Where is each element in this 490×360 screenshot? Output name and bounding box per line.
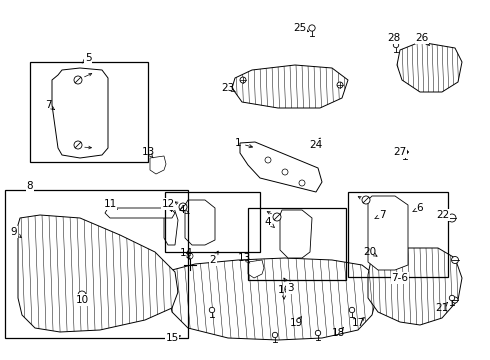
Text: 7: 7 bbox=[45, 100, 51, 110]
Text: 24: 24 bbox=[309, 140, 322, 150]
Circle shape bbox=[187, 253, 193, 259]
Text: 12: 12 bbox=[161, 199, 174, 209]
Text: 8: 8 bbox=[26, 181, 33, 191]
Text: 1: 1 bbox=[235, 138, 241, 148]
Circle shape bbox=[448, 214, 456, 222]
Circle shape bbox=[349, 307, 355, 313]
Text: 11: 11 bbox=[103, 199, 117, 209]
Circle shape bbox=[337, 82, 343, 88]
Text: 4: 4 bbox=[265, 217, 271, 227]
Polygon shape bbox=[368, 196, 408, 270]
Polygon shape bbox=[368, 248, 462, 325]
Polygon shape bbox=[164, 200, 178, 245]
Polygon shape bbox=[248, 260, 264, 278]
Polygon shape bbox=[397, 42, 462, 92]
Text: 26: 26 bbox=[416, 33, 429, 43]
Circle shape bbox=[451, 256, 459, 264]
Text: 13: 13 bbox=[142, 147, 155, 157]
Bar bbox=[30, 62, 148, 162]
Text: 6: 6 bbox=[416, 203, 423, 213]
Circle shape bbox=[309, 25, 315, 31]
Circle shape bbox=[78, 291, 86, 299]
Text: 27: 27 bbox=[393, 147, 407, 157]
Circle shape bbox=[209, 307, 215, 313]
Text: 11: 11 bbox=[103, 199, 117, 209]
Circle shape bbox=[393, 42, 399, 48]
Circle shape bbox=[449, 295, 455, 301]
Polygon shape bbox=[52, 68, 108, 158]
Text: 3: 3 bbox=[287, 283, 294, 293]
Text: 9: 9 bbox=[11, 227, 17, 237]
Circle shape bbox=[240, 77, 246, 83]
Text: 8: 8 bbox=[26, 180, 33, 190]
Text: 14: 14 bbox=[179, 248, 193, 258]
Polygon shape bbox=[18, 215, 178, 332]
Text: 15: 15 bbox=[166, 333, 179, 343]
Text: 24: 24 bbox=[309, 140, 322, 150]
Polygon shape bbox=[168, 258, 378, 340]
Circle shape bbox=[273, 213, 281, 221]
Circle shape bbox=[265, 157, 271, 163]
Text: 5: 5 bbox=[85, 53, 91, 63]
Circle shape bbox=[179, 203, 187, 211]
Polygon shape bbox=[232, 65, 348, 108]
Circle shape bbox=[74, 141, 82, 149]
Circle shape bbox=[74, 76, 82, 84]
Circle shape bbox=[299, 180, 305, 186]
Text: 2: 2 bbox=[210, 255, 216, 265]
Polygon shape bbox=[280, 210, 312, 258]
Text: 10: 10 bbox=[75, 295, 89, 305]
Bar bbox=[348, 192, 448, 277]
Text: 20: 20 bbox=[364, 247, 376, 257]
Text: 16: 16 bbox=[277, 285, 291, 295]
Polygon shape bbox=[150, 156, 166, 174]
Text: 15: 15 bbox=[166, 333, 179, 343]
Bar bbox=[5, 190, 188, 338]
Text: 28: 28 bbox=[388, 33, 401, 43]
Text: 7-6: 7-6 bbox=[392, 273, 409, 283]
Text: 26: 26 bbox=[416, 33, 429, 43]
Text: 13: 13 bbox=[237, 253, 250, 263]
Text: 10: 10 bbox=[75, 295, 89, 305]
Text: 25: 25 bbox=[294, 23, 307, 33]
Bar bbox=[165, 192, 260, 252]
Text: 5: 5 bbox=[85, 53, 91, 63]
Text: 19: 19 bbox=[290, 318, 303, 328]
Circle shape bbox=[402, 149, 408, 155]
Polygon shape bbox=[185, 200, 215, 245]
Text: 2: 2 bbox=[210, 255, 216, 265]
Polygon shape bbox=[240, 142, 322, 192]
Text: 22: 22 bbox=[437, 210, 450, 220]
Text: 21: 21 bbox=[436, 303, 449, 313]
Text: 17: 17 bbox=[351, 318, 365, 328]
Circle shape bbox=[452, 297, 458, 303]
Text: 28: 28 bbox=[388, 33, 401, 43]
Text: 9: 9 bbox=[11, 227, 17, 237]
Text: 22: 22 bbox=[437, 210, 450, 220]
Text: 3: 3 bbox=[287, 283, 294, 293]
Bar bbox=[248, 208, 346, 280]
Text: 23: 23 bbox=[221, 83, 235, 93]
Circle shape bbox=[362, 196, 370, 204]
Circle shape bbox=[315, 330, 320, 336]
Circle shape bbox=[282, 169, 288, 175]
Text: 7: 7 bbox=[379, 210, 385, 220]
Text: 4: 4 bbox=[179, 205, 185, 215]
Circle shape bbox=[272, 332, 278, 338]
Text: 12: 12 bbox=[161, 199, 174, 209]
Text: 18: 18 bbox=[331, 328, 344, 338]
Polygon shape bbox=[105, 208, 175, 218]
Text: 27: 27 bbox=[393, 147, 407, 157]
Text: 25: 25 bbox=[294, 23, 307, 33]
